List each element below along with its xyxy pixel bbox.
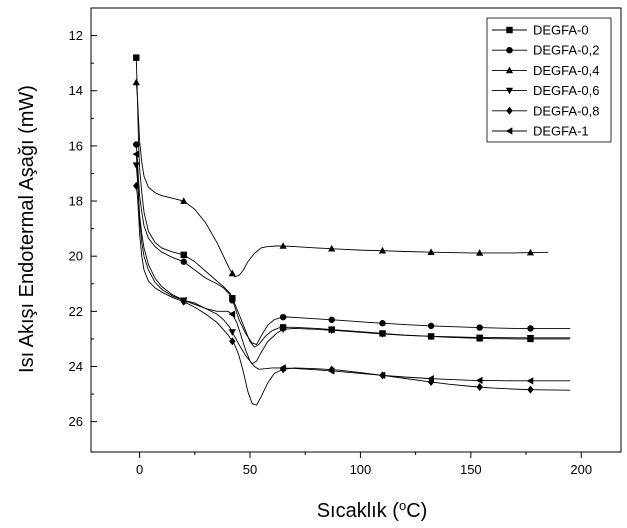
legend-marker xyxy=(505,66,514,74)
legend-label: DEGFA-1 xyxy=(533,124,589,139)
legend-marker xyxy=(506,26,513,34)
data-point xyxy=(527,385,534,394)
data-point xyxy=(526,248,535,256)
series-layer xyxy=(132,54,571,406)
y-tick-label: 16 xyxy=(69,138,83,153)
data-point xyxy=(279,242,287,249)
y-tick-label: 20 xyxy=(69,249,83,264)
data-point xyxy=(180,197,188,204)
data-point xyxy=(378,246,387,254)
data-point xyxy=(427,322,435,330)
data-point xyxy=(328,327,336,335)
data-point xyxy=(475,376,483,385)
legend-label: DEGFA-0,8 xyxy=(533,103,599,118)
series-line xyxy=(135,185,571,406)
data-point xyxy=(379,320,386,327)
data-point xyxy=(378,331,387,338)
data-point xyxy=(327,367,335,375)
data-point xyxy=(427,333,435,341)
series-line xyxy=(135,144,571,345)
x-tick-label: 50 xyxy=(243,462,257,477)
series-DEGFA-0,2 xyxy=(133,141,571,345)
data-point xyxy=(328,244,336,252)
data-point xyxy=(427,374,434,383)
legend-marker xyxy=(505,87,514,95)
y-axis-title: Isı Akışı Endotermal Aşağı (mW) xyxy=(16,85,38,373)
series-DEGFA-0,8 xyxy=(133,181,571,406)
data-point xyxy=(228,269,236,277)
x-axis-title: Sıcaklık (oC) xyxy=(317,498,428,522)
x-tick-label: 0 xyxy=(136,462,143,477)
data-point xyxy=(133,141,140,148)
y-tick-label: 26 xyxy=(69,414,83,429)
plot-frame xyxy=(90,7,622,453)
legend: DEGFA-0 DEGFA-0,2 DEGFA-0,4 DEGFA-0,6 DEGFA-… xyxy=(486,17,612,143)
series-line xyxy=(135,154,571,382)
series-line xyxy=(135,82,549,278)
data-point xyxy=(228,310,236,318)
data-point xyxy=(476,249,484,256)
data-point xyxy=(527,325,534,332)
data-point xyxy=(427,248,435,255)
legend-label: DEGFA-0,2 xyxy=(533,43,599,58)
series-DEGFA-1 xyxy=(132,150,571,385)
data-point xyxy=(229,337,236,346)
y-tick-label: 18 xyxy=(69,194,83,209)
data-point xyxy=(328,316,335,323)
x-tick-label: 200 xyxy=(570,462,592,477)
data-point xyxy=(526,377,534,385)
data-point xyxy=(132,162,140,169)
x-axis-title-superscript: o xyxy=(399,498,406,513)
data-point xyxy=(133,54,140,61)
data-point xyxy=(279,364,286,372)
legend-label: DEGFA-0,4 xyxy=(533,63,599,78)
data-point xyxy=(132,150,140,158)
legend-frame xyxy=(486,17,612,143)
data-point xyxy=(476,334,484,342)
data-point xyxy=(279,326,287,334)
data-point xyxy=(180,251,187,259)
y-tick-label: 14 xyxy=(69,83,83,98)
x-tick-label: 150 xyxy=(460,462,482,477)
data-point xyxy=(180,258,187,265)
data-point xyxy=(132,78,140,86)
y-tick-label: 12 xyxy=(69,28,83,43)
series-DEGFA-0,6 xyxy=(132,162,571,365)
x-axis-title-main: Sıcaklık ( xyxy=(317,500,400,522)
series-DEGFA-0,4 xyxy=(132,78,549,278)
y-tick-label: 22 xyxy=(69,304,83,319)
legend-marker xyxy=(506,47,513,54)
data-point xyxy=(378,371,386,379)
data-point xyxy=(476,383,483,392)
x-tick-label: 100 xyxy=(350,462,372,477)
x-axis: 0 50 100 150 200 xyxy=(136,452,592,477)
data-point xyxy=(526,335,535,342)
legend-label: DEGFA-0,6 xyxy=(533,83,599,98)
data-point xyxy=(476,324,483,331)
x-axis-title-end: C) xyxy=(406,500,427,522)
legend-marker xyxy=(505,127,513,135)
data-point xyxy=(279,313,287,321)
data-point xyxy=(179,296,187,304)
series-line xyxy=(135,165,571,365)
legend-label: DEGFA-0 xyxy=(533,23,589,38)
data-point xyxy=(228,329,236,336)
data-point xyxy=(229,297,236,304)
y-tick-label: 24 xyxy=(69,359,83,374)
y-axis: 12 14 16 18 20 22 24 26 xyxy=(69,28,97,429)
legend-marker xyxy=(506,106,513,115)
